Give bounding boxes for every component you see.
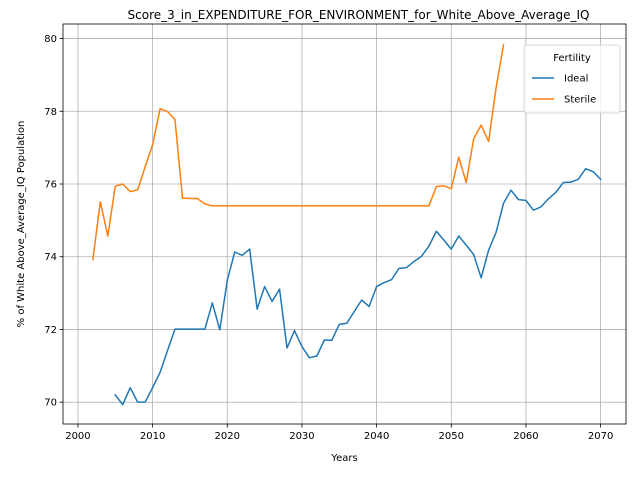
y-tick-label: 72 [44, 325, 57, 336]
series-line-sterile [92, 43, 505, 261]
legend-label-sterile: Sterile [564, 95, 596, 106]
x-tick-label: 2070 [588, 431, 613, 442]
x-tick-label: 2010 [140, 431, 165, 442]
y-axis-label: % of White Above_Average_IQ Population [16, 121, 27, 328]
x-axis-label: Years [330, 453, 357, 464]
x-tick-label: 2030 [289, 431, 314, 442]
legend: Fertility Ideal Sterile [523, 44, 621, 114]
x-tick-label: 2050 [439, 431, 464, 442]
x-tick-label: 2000 [65, 431, 90, 442]
x-axis-ticks: 2000 2010 2020 2030 2040 2050 2060 2070 [65, 424, 613, 442]
y-tick-label: 80 [44, 34, 57, 45]
y-tick-label: 70 [44, 398, 57, 409]
legend-title: Fertility [553, 53, 591, 64]
chart-title: Score_3_in_EXPENDITURE_FOR_ENVIRONMENT_f… [128, 8, 590, 22]
x-tick-label: 2040 [364, 431, 389, 442]
series-line-ideal [114, 167, 602, 406]
y-axis-ticks: 70 72 74 76 78 80 [44, 34, 63, 409]
plot-frame [62, 23, 627, 425]
x-tick-label: 2020 [215, 431, 240, 442]
series-lines [92, 43, 602, 406]
y-tick-label: 78 [44, 107, 57, 118]
y-tick-label: 76 [44, 180, 57, 191]
x-tick-label: 2060 [513, 431, 538, 442]
legend-box [523, 44, 621, 114]
y-tick-label: 74 [44, 252, 57, 263]
legend-label-ideal: Ideal [564, 74, 588, 85]
